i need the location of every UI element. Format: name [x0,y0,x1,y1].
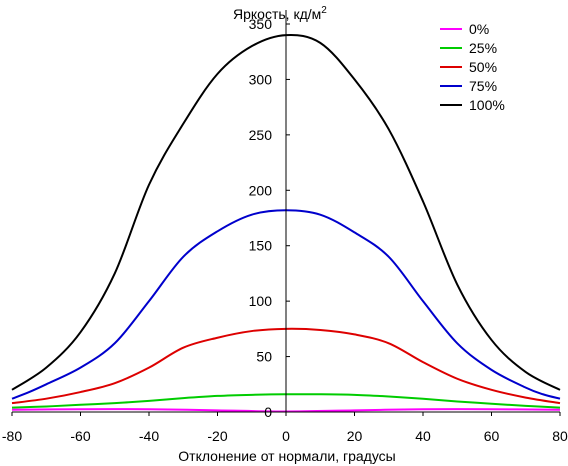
y-tick-label: 0 [264,404,272,420]
x-axis-title: Отклонение от нормали, градусы [178,448,395,464]
y-tick-label: 250 [249,127,273,143]
legend-label-1: 25% [469,40,497,56]
y-tick-label: 100 [249,293,273,309]
x-tick-label: -80 [2,428,22,444]
y-tick-label: 300 [249,71,273,87]
y-tick-label: 150 [249,238,273,254]
x-tick-label: 80 [552,428,568,444]
x-tick-label: 60 [484,428,500,444]
y-axis-title: Яркость, кд/м2 [233,5,327,22]
legend-label-0: 0% [469,21,489,37]
x-tick-label: -60 [70,428,90,444]
x-tick-label: -40 [139,428,159,444]
legend-label-4: 100% [469,97,505,113]
x-tick-label: -20 [207,428,227,444]
x-tick-label: 40 [415,428,431,444]
legend: 0% 25% 50% 75% 100% [440,21,505,113]
ticks-layer: 0 50 100 150 200 250 300 350 -80 -60 -40 -20 0 20 40 60… [2,16,568,444]
y-tick-label: 50 [256,349,272,365]
x-tick-label: 0 [282,428,290,444]
y-tick-label: 200 [249,182,273,198]
legend-label-2: 50% [469,59,497,75]
y-tick-label: 350 [249,16,273,32]
x-tick-label: 20 [347,428,363,444]
legend-label-3: 75% [469,78,497,94]
